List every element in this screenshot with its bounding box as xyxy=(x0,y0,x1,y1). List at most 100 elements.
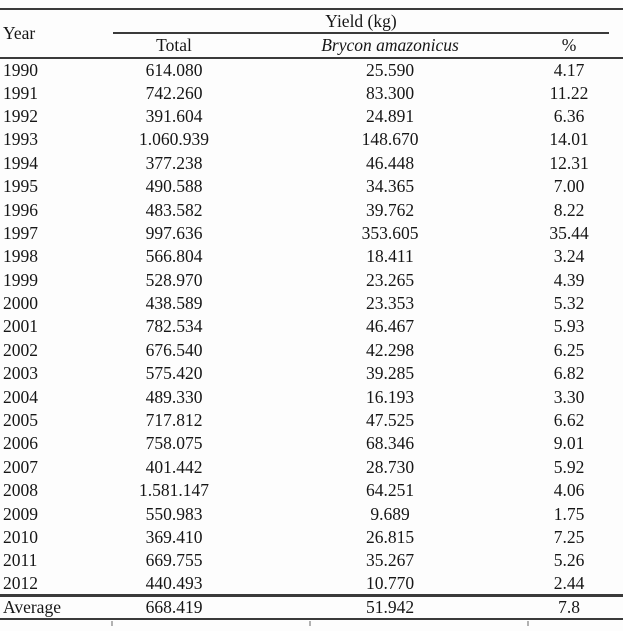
species-cell: 68.346 xyxy=(365,433,415,454)
year-cell: 2005 xyxy=(3,410,38,431)
species-cell: 23.265 xyxy=(365,269,415,290)
species-cell: 353.605 xyxy=(361,222,419,243)
table-header: Year Yield (kg) Total Brycon amazonicus … xyxy=(0,9,623,58)
total-cell: 401.442 xyxy=(145,456,203,477)
col-header-year: Year xyxy=(3,23,36,43)
percent-cell: 14.01 xyxy=(549,129,589,150)
percent-cell: 5.92 xyxy=(553,456,585,477)
species-cell: 46.448 xyxy=(365,152,415,173)
total-cell: 758.075 xyxy=(145,433,203,454)
table-row: 2008 1.581.147 64.251 4.06 xyxy=(0,479,623,502)
average-species-cell: 51.942 xyxy=(365,597,415,618)
percent-cell: 12.31 xyxy=(549,152,589,173)
year-cell: 1996 xyxy=(3,199,38,220)
percent-cell: 3.30 xyxy=(553,386,585,407)
col-header-species: Brycon amazonicus xyxy=(321,35,459,55)
year-cell: 1998 xyxy=(3,246,38,267)
yield-table: Year Yield (kg) Total Brycon amazonicus … xyxy=(0,8,623,621)
col-header-percent: % xyxy=(561,35,577,55)
table-row: 1990 614.080 25.590 4.17 xyxy=(0,58,623,81)
total-cell: 391.604 xyxy=(145,105,203,126)
percent-cell: 5.32 xyxy=(553,293,585,314)
percent-cell: 6.62 xyxy=(553,410,585,431)
table-row: 1994 377.238 46.448 12.31 xyxy=(0,152,623,175)
table-row: 2002 676.540 42.298 6.25 xyxy=(0,339,623,362)
year-cell: 2006 xyxy=(3,433,38,454)
table-row: 2001 782.534 46.467 5.93 xyxy=(0,315,623,338)
percent-cell: 6.25 xyxy=(553,339,585,360)
total-cell: 1.060.939 xyxy=(139,129,209,150)
total-cell: 489.330 xyxy=(145,386,203,407)
year-cell: 2001 xyxy=(3,316,38,337)
table-row: 2003 575.420 39.285 6.82 xyxy=(0,362,623,385)
species-cell: 39.762 xyxy=(365,199,415,220)
total-cell: 369.410 xyxy=(145,527,203,547)
column-tick xyxy=(527,621,529,626)
table-body: 1990 614.080 25.590 4.17 1991 742.260 83.300 11… xyxy=(0,58,623,596)
header-row-sub: Total Brycon amazonicus % xyxy=(0,34,623,58)
percent-cell: 5.93 xyxy=(553,316,585,337)
percent-cell: 7.00 xyxy=(553,176,585,197)
average-total-cell: 668.419 xyxy=(145,597,203,618)
table-row: 1992 391.604 24.891 6.36 xyxy=(0,105,623,128)
percent-cell: 4.39 xyxy=(553,269,585,290)
table-row: 2004 489.330 16.193 3.30 xyxy=(0,385,623,408)
table-row: 2010 369.410 26.815 7.25 xyxy=(0,526,623,549)
col-header-total: Total xyxy=(156,35,192,55)
year-cell: 2010 xyxy=(3,527,38,547)
year-cell: 1995 xyxy=(3,176,38,197)
species-cell: 42.298 xyxy=(365,339,415,360)
species-cell: 64.251 xyxy=(365,480,415,501)
species-cell: 148.670 xyxy=(361,129,419,150)
percent-cell: 4.17 xyxy=(553,59,585,80)
table-row: 2007 401.442 28.730 5.92 xyxy=(0,456,623,479)
species-cell: 28.730 xyxy=(365,456,415,477)
total-cell: 483.582 xyxy=(145,199,203,220)
percent-cell: 2.44 xyxy=(553,573,585,594)
table-row: 2006 758.075 68.346 9.01 xyxy=(0,432,623,455)
table-row: 1996 483.582 39.762 8.22 xyxy=(0,198,623,221)
year-cell: 1999 xyxy=(3,269,38,290)
species-cell: 35.267 xyxy=(365,550,415,571)
table-row: 1993 1.060.939 148.670 14.01 xyxy=(0,128,623,151)
year-cell: 2004 xyxy=(3,386,38,407)
total-cell: 614.080 xyxy=(145,59,203,80)
year-cell: 2011 xyxy=(3,550,38,571)
table-row: 2005 717.812 47.525 6.62 xyxy=(0,409,623,432)
species-cell: 46.467 xyxy=(365,316,415,337)
percent-cell: 9.01 xyxy=(553,433,585,454)
species-cell: 26.815 xyxy=(365,527,415,547)
year-cell: 2008 xyxy=(3,480,38,501)
table-row: 1998 566.804 18.411 3.24 xyxy=(0,245,623,268)
total-cell: 742.260 xyxy=(145,82,203,103)
year-cell: 2009 xyxy=(3,503,38,524)
table-footer: Average 668.419 51.942 7.8 xyxy=(0,595,623,620)
species-cell: 47.525 xyxy=(365,410,415,431)
year-cell: 1990 xyxy=(3,59,38,80)
table-row: 1995 490.588 34.365 7.00 xyxy=(0,175,623,198)
percent-cell: 8.22 xyxy=(553,199,585,220)
col-header-yield-group: Yield (kg) xyxy=(113,9,623,34)
total-cell: 717.812 xyxy=(145,410,203,431)
percent-cell: 4.06 xyxy=(553,480,585,501)
year-cell: 2012 xyxy=(3,573,38,594)
year-cell: 1991 xyxy=(3,82,38,103)
species-cell: 23.353 xyxy=(365,293,415,314)
species-cell: 24.891 xyxy=(365,105,415,126)
total-cell: 438.589 xyxy=(145,293,203,314)
species-cell: 39.285 xyxy=(365,363,415,384)
average-row: Average 668.419 51.942 7.8 xyxy=(0,595,623,620)
percent-cell: 11.22 xyxy=(549,82,589,103)
species-cell: 10.770 xyxy=(365,573,415,594)
column-tick xyxy=(111,621,113,626)
year-cell: 2007 xyxy=(3,456,38,477)
year-cell: 2003 xyxy=(3,363,38,384)
average-label-cell: Average xyxy=(3,597,61,618)
yield-group-label: Yield (kg) xyxy=(325,10,397,31)
percent-cell: 1.75 xyxy=(553,503,585,524)
total-cell: 528.970 xyxy=(145,269,203,290)
year-cell: 1994 xyxy=(3,152,38,173)
total-cell: 566.804 xyxy=(145,246,203,267)
header-row-group: Year Yield (kg) xyxy=(0,9,623,43)
